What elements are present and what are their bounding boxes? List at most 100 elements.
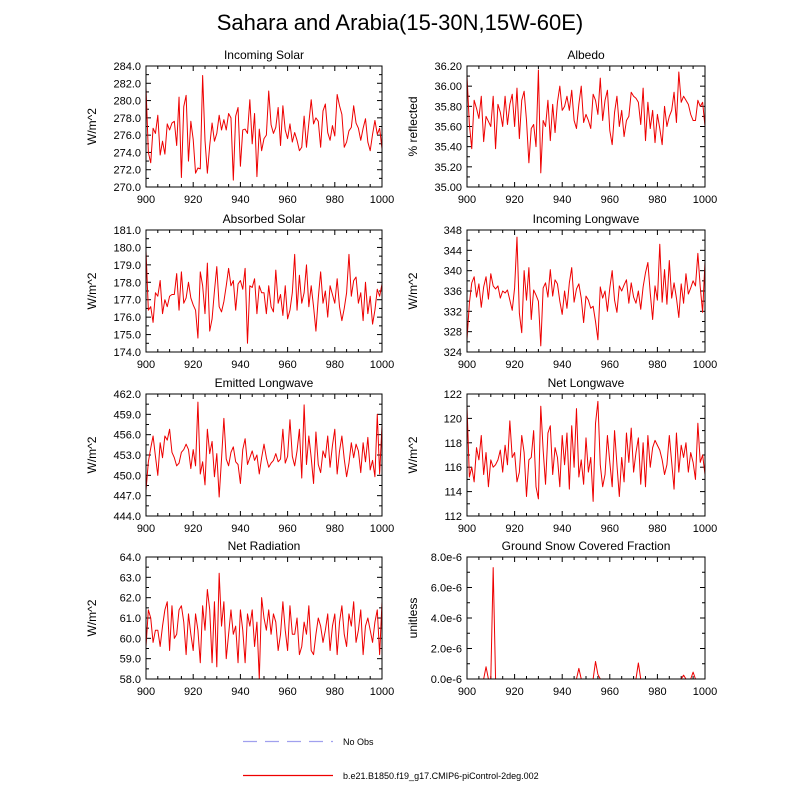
x-tick-label: 960 [601,359,619,371]
y-tick-label: 35.60 [434,122,462,134]
x-tick-label: 900 [137,686,155,698]
panel-title: Absorbed Solar [223,212,306,226]
series-line [466,69,706,174]
y-axis-label: W/m^2 [85,108,99,145]
x-tick-label: 960 [601,194,619,206]
x-tick-label: 920 [184,194,202,206]
x-tick-label: 1000 [370,523,394,535]
x-tick-label: 940 [231,523,249,535]
y-tick-label: 62.0 [120,593,141,605]
y-axis-label: W/m^2 [406,436,420,473]
y-axis-label: W/m^2 [406,272,420,309]
y-tick-label: 447.0 [113,491,141,503]
y-tick-label: 332 [444,306,462,318]
x-tick-label: 960 [601,523,619,535]
y-tick-label: 112 [444,511,462,523]
y-tick-label: 118 [444,438,462,450]
x-tick-label: 920 [184,523,202,535]
y-tick-label: 176.0 [113,312,141,324]
y-tick-label: 270.0 [113,182,141,194]
x-tick-label: 920 [505,194,523,206]
x-tick-label: 1000 [693,523,717,535]
x-tick-label: 920 [505,686,523,698]
x-tick-label: 940 [231,359,249,371]
y-tick-label: 35.40 [434,142,462,154]
chart-panel: Ground Snow Covered Fraction unitless 900 9… [406,539,717,698]
y-tick-label: 59.0 [120,654,141,666]
panel-title: Emitted Longwave [215,376,314,390]
y-tick-label: 344 [444,245,462,257]
y-tick-label: 340 [444,266,462,278]
figure-title: Sahara and Arabia(15-30N,15W-60E) [217,10,583,35]
y-tick-label: 274.0 [113,147,141,159]
y-tick-label: 61.0 [120,613,141,625]
plot-frame [145,229,383,353]
y-tick-label: 278.0 [113,113,141,125]
x-tick-label: 1000 [370,686,394,698]
panel-title: Incoming Longwave [533,212,640,226]
series-line [145,401,383,498]
plot-frame [466,556,706,680]
y-tick-label: 63.0 [120,572,141,584]
x-tick-label: 900 [137,194,155,206]
y-tick-label: 122 [444,389,462,401]
y-tick-label: 324 [444,347,462,359]
chart-panel: Albedo % reflected 900 920 940 960 980 1000 35.0… [406,48,717,206]
x-tick-label: 980 [648,194,666,206]
x-tick-label: 980 [326,686,344,698]
y-tick-label: 6.0e-6 [431,583,462,595]
chart-panel: Incoming Solar W/m^2 900 920 940 960 980 1000 27… [85,48,394,206]
y-tick-label: 2.0e-6 [431,644,462,656]
series-line [145,250,383,344]
y-tick-label: 64.0 [120,552,141,564]
legend-label-no-obs: No Obs [343,737,374,747]
plot-frame [145,393,383,517]
y-tick-label: 282.0 [113,78,141,90]
x-tick-label: 900 [137,359,155,371]
x-tick-label: 940 [553,194,571,206]
x-tick-label: 980 [648,523,666,535]
y-tick-label: 178.0 [113,277,141,289]
y-tick-label: 116 [444,462,462,474]
x-tick-label: 940 [231,686,249,698]
x-tick-label: 900 [458,194,476,206]
series-line [145,75,383,181]
y-tick-label: 8.0e-6 [431,552,462,564]
x-tick-label: 900 [458,686,476,698]
y-tick-label: 450.0 [113,470,141,482]
x-tick-label: 900 [137,523,155,535]
chart-panel: Net Longwave W/m^2 900 920 940 960 980 1000 112 1… [406,376,717,535]
plot-frame [145,556,383,680]
legend-label-model: b.e21.B1850.f19_g17.CMIP6-piControl-2deg… [343,771,539,781]
y-tick-label: 35.80 [434,101,462,113]
x-tick-label: 940 [553,359,571,371]
plot-frame [466,229,706,353]
panel-title: Net Longwave [548,376,625,390]
panel-title: Net Radiation [228,539,301,553]
series-line [466,236,706,347]
legend: No Obs b.e21.B1850.f19_g17.CMIP6-piContr… [243,737,539,781]
y-tick-label: 456.0 [113,430,141,442]
plot-frame [466,65,706,188]
x-tick-label: 980 [326,359,344,371]
y-axis-label: W/m^2 [85,436,99,473]
y-tick-label: 35.00 [434,182,462,194]
x-tick-label: 940 [231,194,249,206]
x-tick-label: 960 [278,686,296,698]
y-tick-label: 284.0 [113,61,141,73]
y-tick-label: 179.0 [113,260,141,272]
y-tick-label: 453.0 [113,450,141,462]
x-tick-label: 1000 [693,359,717,371]
x-tick-label: 1000 [370,359,394,371]
y-tick-label: 114 [444,487,462,499]
x-tick-label: 1000 [693,194,717,206]
plot-frame [466,393,706,517]
y-tick-label: 280.0 [113,96,141,108]
y-tick-label: 174.0 [113,347,141,359]
x-tick-label: 920 [505,359,523,371]
y-tick-label: 328 [444,327,462,339]
chart-panels: Incoming Solar W/m^2 900 920 940 960 980 1000 27… [85,48,717,698]
x-tick-label: 1000 [693,686,717,698]
chart-panel: Net Radiation W/m^2 900 920 940 960 980 1000 58.… [85,539,394,698]
chart-panel: Emitted Longwave W/m^2 900 920 940 960 980 1000… [85,376,394,535]
